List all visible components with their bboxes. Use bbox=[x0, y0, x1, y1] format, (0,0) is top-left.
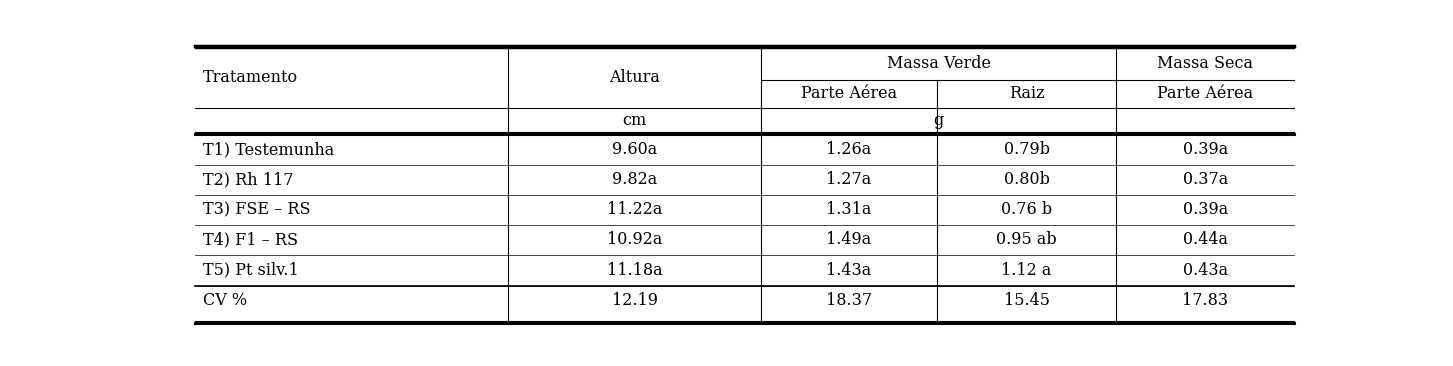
Text: 9.60a: 9.60a bbox=[612, 141, 657, 158]
Text: 0.79b: 0.79b bbox=[1004, 141, 1049, 158]
Text: 1.27a: 1.27a bbox=[827, 171, 872, 188]
Text: 0.44a: 0.44a bbox=[1183, 231, 1228, 249]
Text: 18.37: 18.37 bbox=[825, 292, 872, 309]
Text: 0.43a: 0.43a bbox=[1183, 262, 1228, 279]
Text: 11.18a: 11.18a bbox=[607, 262, 663, 279]
Text: 12.19: 12.19 bbox=[612, 292, 658, 309]
Text: 1.43a: 1.43a bbox=[827, 262, 872, 279]
Text: 1.49a: 1.49a bbox=[827, 231, 872, 249]
Text: 0.37a: 0.37a bbox=[1183, 171, 1228, 188]
Text: 0.95 ab: 0.95 ab bbox=[997, 231, 1056, 249]
Text: CV %: CV % bbox=[203, 292, 247, 309]
Text: 0.39a: 0.39a bbox=[1183, 141, 1228, 158]
Text: Massa Seca: Massa Seca bbox=[1157, 55, 1252, 72]
Text: 17.83: 17.83 bbox=[1183, 292, 1228, 309]
Text: 0.39a: 0.39a bbox=[1183, 201, 1228, 219]
Text: 10.92a: 10.92a bbox=[607, 231, 663, 249]
Text: 1.12 a: 1.12 a bbox=[1001, 262, 1052, 279]
Text: 1.26a: 1.26a bbox=[827, 141, 872, 158]
Text: 11.22a: 11.22a bbox=[607, 201, 663, 219]
Text: T2) Rh 117: T2) Rh 117 bbox=[203, 171, 294, 188]
Text: 15.45: 15.45 bbox=[1004, 292, 1049, 309]
Text: 0.80b: 0.80b bbox=[1004, 171, 1049, 188]
Text: g: g bbox=[933, 112, 944, 130]
Text: Parte Aérea: Parte Aérea bbox=[1157, 86, 1254, 102]
Text: T5) Pt silv.1: T5) Pt silv.1 bbox=[203, 262, 299, 279]
Text: 1.31a: 1.31a bbox=[827, 201, 872, 219]
Text: cm: cm bbox=[623, 112, 647, 130]
Text: Massa Verde: Massa Verde bbox=[886, 55, 991, 72]
Text: Parte Aérea: Parte Aérea bbox=[801, 86, 897, 102]
Text: Tratamento: Tratamento bbox=[203, 68, 298, 86]
Text: T4) F1 – RS: T4) F1 – RS bbox=[203, 231, 298, 249]
Text: 0.76 b: 0.76 b bbox=[1001, 201, 1052, 219]
Text: T3) FSE – RS: T3) FSE – RS bbox=[203, 201, 311, 219]
Text: Altura: Altura bbox=[609, 68, 660, 86]
Text: T1) Testemunha: T1) Testemunha bbox=[203, 141, 334, 158]
Text: Raiz: Raiz bbox=[1008, 86, 1045, 102]
Text: 9.82a: 9.82a bbox=[612, 171, 657, 188]
